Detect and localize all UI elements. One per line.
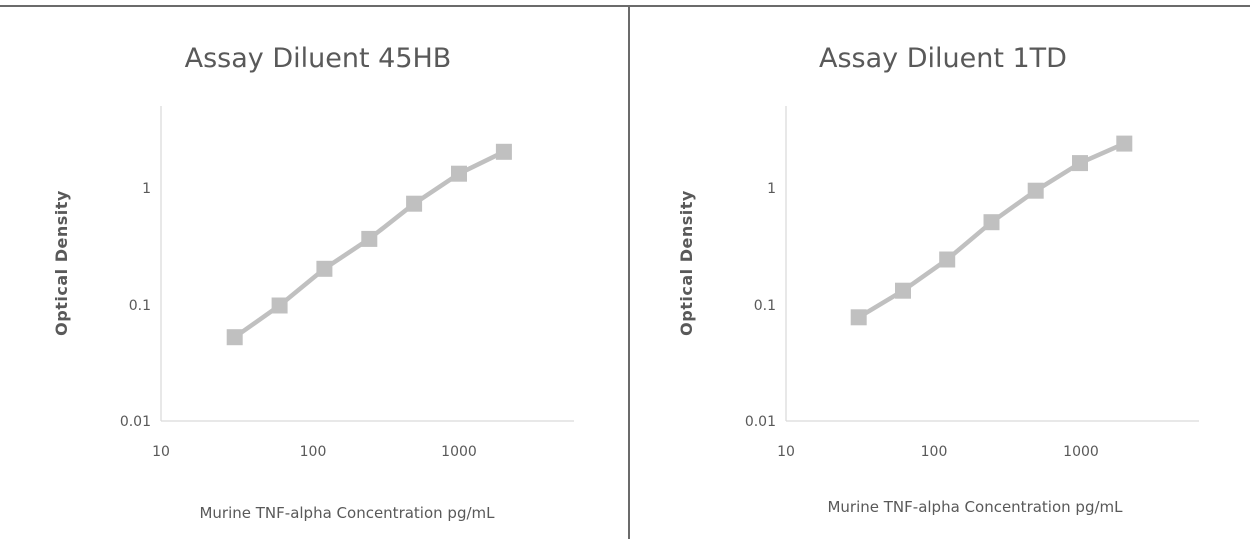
- y-tick-label: 1: [767, 181, 776, 197]
- data-point-marker: [316, 261, 332, 277]
- data-point-marker: [496, 144, 512, 160]
- x-axis-label: Murine TNF-alpha Concentration pg/mL: [827, 498, 1123, 516]
- y-tick-label: 0.01: [120, 414, 151, 430]
- data-point-marker: [939, 252, 955, 268]
- x-tick-label: 10: [152, 444, 170, 460]
- x-tick-label: 100: [300, 444, 327, 460]
- x-axis-label: Murine TNF-alpha Concentration pg/mL: [199, 504, 495, 522]
- data-point-marker: [984, 214, 1000, 230]
- data-point-marker: [1072, 155, 1088, 171]
- x-tick-label: 10: [777, 444, 795, 460]
- data-point-marker: [451, 166, 467, 182]
- x-tick-label: 100: [921, 444, 948, 460]
- chart-title: Assay Diluent 1TD: [819, 43, 1067, 74]
- data-point-marker: [895, 283, 911, 299]
- data-point-marker: [851, 309, 867, 325]
- y-axis-label: Optical Density: [52, 190, 71, 336]
- data-point-marker: [1028, 183, 1044, 199]
- data-point-marker: [272, 298, 288, 314]
- data-point-marker: [1116, 136, 1132, 152]
- y-tick-label: 0.1: [129, 298, 151, 314]
- chart-title: Assay Diluent 45HB: [185, 43, 452, 74]
- y-tick-label: 0.01: [745, 414, 776, 430]
- y-tick-label: 0.1: [754, 298, 776, 314]
- chart-right: Assay Diluent 1TD 0.01 0.1 1 10 100 1000…: [625, 0, 1250, 539]
- data-point-marker: [361, 231, 377, 247]
- y-axis-label: Optical Density: [677, 190, 696, 336]
- y-tick-label: 1: [142, 181, 151, 197]
- data-point-marker: [227, 329, 243, 345]
- x-tick-label: 1000: [441, 444, 477, 460]
- x-tick-label: 1000: [1063, 444, 1099, 460]
- chart-left: Assay Diluent 45HB 0.01 0.1 1 10 100 100…: [0, 0, 625, 539]
- data-point-marker: [406, 196, 422, 212]
